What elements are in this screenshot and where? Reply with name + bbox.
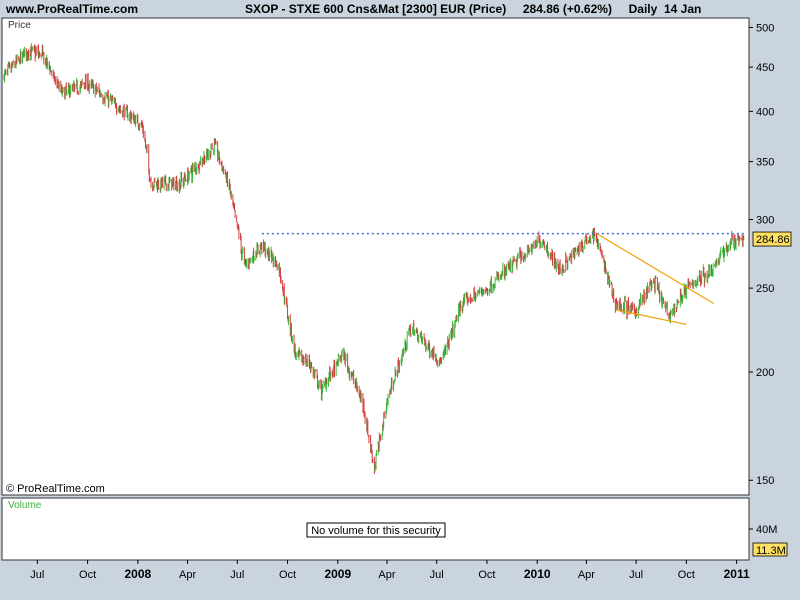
copyright-label: © ProRealTime.com (6, 483, 105, 495)
x-tick-label: Apr (179, 569, 196, 581)
chart-title: SXOP - STXE 600 Cns&Mat [2300] EUR (Pric… (245, 2, 701, 16)
last-price-tag: 284.86 (752, 231, 792, 247)
site-name[interactable]: www.ProRealTime.com (6, 2, 139, 16)
volume-last-value: 11.3M (756, 545, 786, 557)
volume-last-tag (752, 542, 788, 557)
last-price-box (752, 231, 792, 247)
y-tick-label: 400 (756, 106, 774, 118)
x-tick-label: Oct (478, 569, 495, 581)
annotations (261, 232, 747, 326)
x-tick-label: Oct (279, 569, 296, 581)
period-label: Daily 14 Jan (628, 2, 702, 16)
header-bar: www.ProRealTime.com SXOP - STXE 600 Cns&… (0, 0, 800, 18)
price-series (3, 43, 745, 475)
x-tick-label: 2010 (524, 567, 551, 581)
y-tick-label: 350 (756, 157, 774, 169)
x-tick-label: 2009 (324, 567, 351, 581)
price-panel (1, 17, 750, 496)
no-volume-message: No volume for this security (311, 525, 441, 537)
y-tick-label: 200 (756, 367, 774, 379)
wedge-trendline (596, 233, 714, 305)
y-tick-label: 450 (756, 62, 774, 74)
last-price-value: 284.86 (756, 234, 790, 246)
no-volume-box (306, 522, 446, 538)
x-tick-label: Jul (30, 569, 44, 581)
time-axis: Jul Oct 2008 Apr Jul Oct 2009 Apr Jul Oct 2010 Apr J… (30, 560, 750, 581)
x-tick-label: 2011 (724, 567, 750, 581)
x-tick-label: Oct (79, 569, 96, 581)
y-tick-label: 250 (756, 283, 774, 295)
instrument-name: SXOP - STXE 600 Cns&Mat [2300] EUR (Pric… (245, 2, 507, 16)
volume-panel-label: Volume (8, 500, 42, 511)
x-tick-label: Oct (678, 569, 695, 581)
x-tick-label: Jul (430, 569, 444, 581)
y-tick-label: 300 (756, 215, 774, 227)
x-tick-label: 2008 (124, 567, 151, 581)
price-axis: 150 200 250 300 350 400 450 500 (749, 22, 774, 487)
x-tick-label: Apr (378, 569, 395, 581)
volume-tick-label: 40M (756, 524, 777, 536)
volume-axis: 40M 11.3M (749, 524, 788, 557)
x-tick-label: Jul (629, 569, 643, 581)
x-tick-label: Jul (230, 569, 244, 581)
wedge-trendline (615, 309, 687, 326)
quote-value: 284.86 (+0.62%) (522, 2, 612, 16)
y-tick-label: 150 (756, 475, 774, 487)
x-tick-label: Apr (578, 569, 595, 581)
price-panel-label: Price (8, 20, 31, 31)
y-tick-label: 500 (756, 22, 774, 34)
